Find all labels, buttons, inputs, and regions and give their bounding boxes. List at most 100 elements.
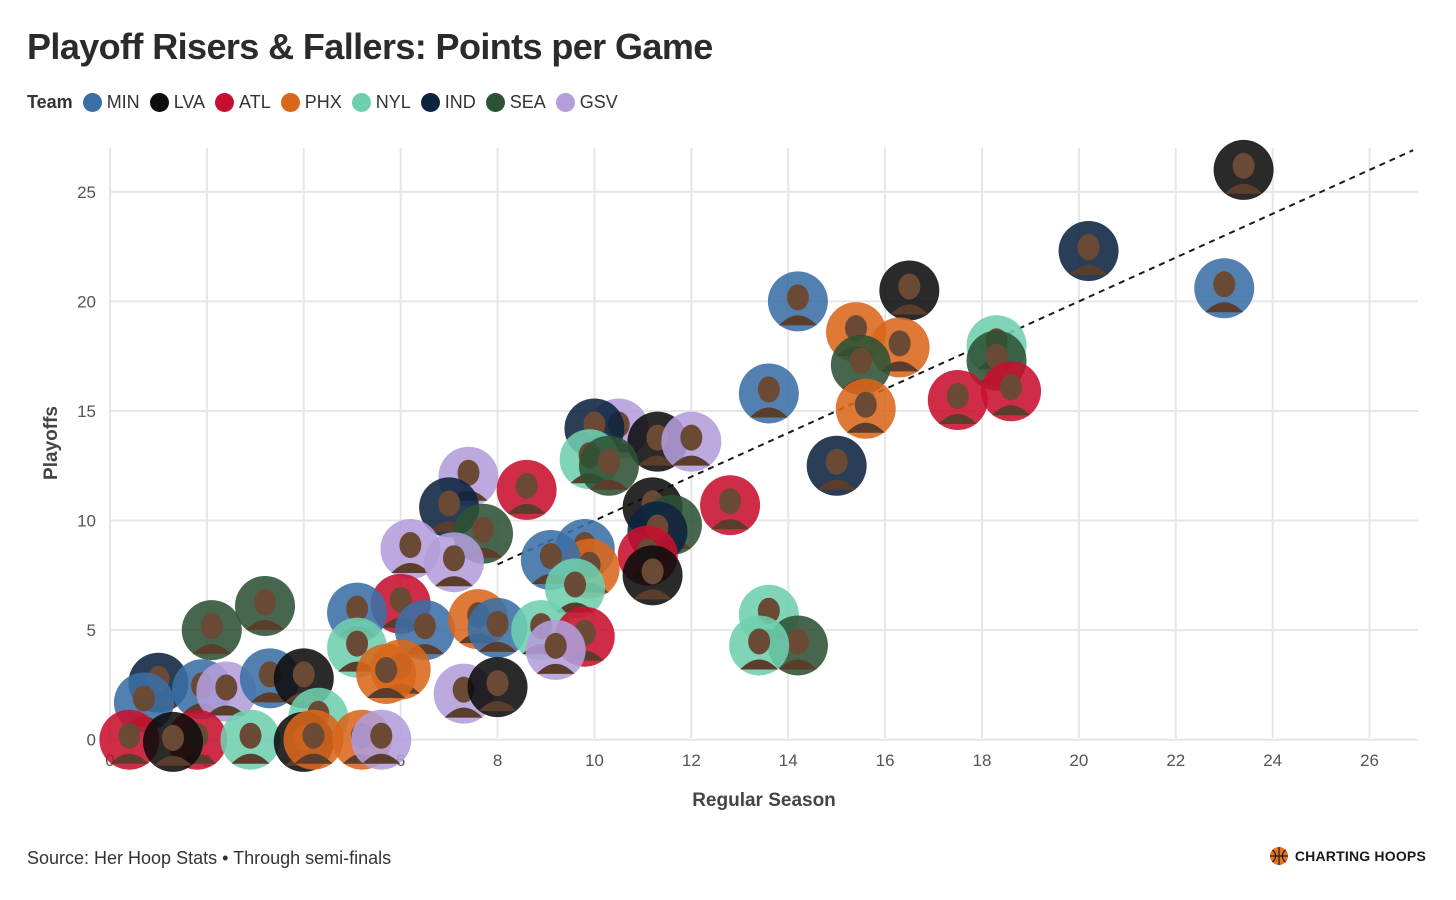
legend-item-lva: LVA	[149, 92, 206, 113]
player-shoulders	[231, 753, 270, 764]
player-shoulders	[740, 659, 779, 670]
data-point	[99, 709, 160, 770]
player-head	[849, 347, 872, 374]
player-head	[389, 586, 412, 613]
player-shoulders	[711, 519, 750, 530]
x-axis-label: Regular Season	[692, 790, 836, 811]
y-tick-label: 20	[77, 292, 96, 311]
player-head	[302, 722, 325, 749]
x-tick-label: 12	[682, 751, 701, 770]
legend-item-nyl: NYL	[351, 92, 411, 113]
data-point	[356, 643, 417, 704]
data-point	[879, 260, 940, 321]
player-head	[161, 724, 184, 751]
player-head	[1232, 152, 1255, 179]
player-shoulders	[536, 663, 575, 674]
legend-label-phx: PHX	[304, 92, 342, 112]
player-head	[457, 459, 480, 486]
legend-label-ind: IND	[444, 92, 476, 112]
data-point	[835, 378, 896, 439]
y-tick-label: 5	[87, 621, 96, 640]
data-point	[1058, 221, 1119, 281]
player-shoulders	[444, 707, 483, 718]
x-tick-label: 10	[585, 751, 604, 770]
legend-swatch-ind	[420, 93, 440, 112]
legend-swatch-lva	[149, 93, 169, 112]
player-head	[132, 685, 155, 712]
data-point	[806, 435, 867, 496]
legend-item-atl: ATL	[215, 92, 271, 113]
player-head	[1213, 271, 1236, 298]
legend-label-gsv: GSV	[579, 92, 618, 112]
player-shoulders	[434, 576, 473, 587]
data-point	[496, 459, 557, 520]
player-shoulders	[778, 315, 817, 326]
source-caption: Source: Her Hoop Stats • Through semi-fi…	[27, 848, 392, 868]
x-tick-label: 22	[1166, 751, 1185, 770]
player-head	[442, 545, 465, 572]
player-head	[292, 661, 315, 688]
player-head	[898, 273, 921, 300]
data-point	[1194, 258, 1255, 319]
player-shoulders	[362, 753, 401, 764]
legend-label-nyl: NYL	[375, 92, 411, 112]
legend-swatch-gsv	[555, 93, 575, 112]
data-point	[423, 532, 484, 593]
player-head	[544, 632, 567, 659]
player-head	[370, 722, 393, 749]
player-shoulders	[938, 414, 977, 425]
data-point	[142, 711, 203, 772]
player-shoulders	[633, 589, 672, 600]
data-point	[467, 657, 528, 718]
legend-label-lva: LVA	[173, 92, 206, 112]
player-head	[680, 424, 703, 451]
x-tick-label: 18	[973, 751, 992, 770]
player-head	[486, 610, 509, 637]
player-shoulders	[246, 620, 285, 631]
brand-text: CHARTING HOOPS	[1294, 848, 1426, 864]
data-point	[235, 576, 296, 637]
y-tick-label: 10	[77, 512, 96, 531]
x-tick-label: 14	[779, 751, 798, 770]
chart-title: Playoff Risers & Fallers: Points per Gam…	[27, 26, 713, 67]
player-shoulders	[846, 422, 885, 433]
player-head	[539, 543, 562, 569]
player-shoulders	[478, 641, 517, 652]
legend-label-min: MIN	[106, 92, 140, 112]
player-shoulders	[1069, 265, 1108, 275]
x-tick-label: 24	[1263, 751, 1282, 770]
data-point	[220, 709, 281, 770]
data-point	[700, 475, 761, 536]
legend-item-min: MIN	[82, 92, 140, 113]
player-head	[486, 670, 509, 697]
legend-swatch-nyl	[351, 93, 371, 112]
player-head	[1000, 374, 1023, 401]
player-head	[399, 532, 422, 559]
y-tick-label: 25	[77, 183, 96, 202]
data-point	[525, 619, 586, 680]
data-point	[283, 709, 344, 770]
player-head	[597, 448, 620, 475]
player-shoulders	[992, 405, 1031, 416]
player-head	[845, 315, 868, 342]
player-shoulders	[817, 479, 856, 490]
player-head	[346, 595, 369, 622]
player-head	[641, 558, 664, 585]
player-shoulders	[672, 455, 711, 466]
player-head	[946, 383, 969, 410]
player-head	[786, 628, 809, 655]
player-shoulders	[890, 304, 929, 315]
data-point	[661, 411, 722, 472]
legend-item-gsv: GSV	[555, 92, 618, 113]
player-shoulders	[778, 659, 817, 670]
legend: Team MIN LVA ATL PHX NYL IND SEA GSV	[27, 92, 628, 113]
data-point	[622, 545, 683, 606]
data-point	[927, 370, 988, 431]
player-head	[375, 656, 398, 683]
data-point	[1213, 139, 1274, 200]
legend-label-atl: ATL	[239, 92, 271, 112]
player-head	[254, 589, 277, 616]
brand-logo: CHARTING HOOPS	[1269, 846, 1426, 866]
player-shoulders	[192, 644, 231, 655]
data-point	[738, 363, 799, 424]
